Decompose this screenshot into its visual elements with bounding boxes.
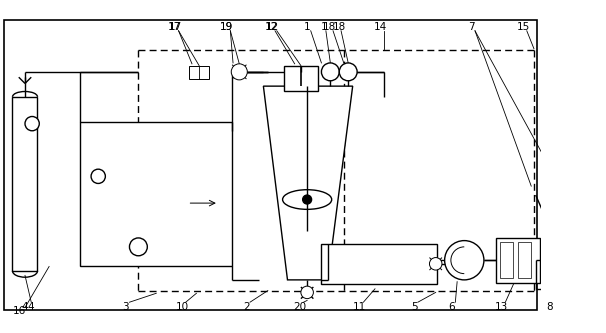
Bar bbox=[596, 211, 606, 249]
Bar bbox=[547, 208, 569, 244]
Text: 17: 17 bbox=[168, 22, 182, 32]
Text: 8: 8 bbox=[547, 302, 553, 312]
Bar bbox=[500, 242, 513, 278]
Text: 1: 1 bbox=[304, 22, 310, 32]
Circle shape bbox=[321, 63, 339, 81]
Text: 15: 15 bbox=[516, 22, 530, 32]
Circle shape bbox=[599, 265, 606, 272]
Bar bbox=[518, 242, 531, 278]
Bar bbox=[284, 66, 318, 91]
Text: 7: 7 bbox=[468, 22, 474, 32]
Circle shape bbox=[91, 169, 105, 183]
Bar bbox=[81, 122, 232, 266]
Text: 6: 6 bbox=[448, 302, 455, 312]
Circle shape bbox=[302, 195, 311, 204]
Circle shape bbox=[599, 252, 606, 259]
Bar bbox=[13, 97, 38, 271]
Circle shape bbox=[430, 257, 442, 270]
Text: 12: 12 bbox=[265, 22, 279, 32]
Text: 19: 19 bbox=[220, 22, 233, 32]
Circle shape bbox=[339, 63, 357, 81]
Polygon shape bbox=[264, 86, 353, 280]
Bar bbox=[592, 207, 606, 296]
Bar bbox=[569, 204, 587, 231]
Text: 18: 18 bbox=[323, 22, 336, 32]
Text: 4: 4 bbox=[22, 302, 28, 312]
Circle shape bbox=[25, 117, 39, 131]
Circle shape bbox=[599, 277, 606, 284]
Circle shape bbox=[130, 238, 147, 256]
Text: 19: 19 bbox=[220, 22, 233, 32]
Bar bbox=[496, 238, 540, 283]
Circle shape bbox=[550, 178, 566, 194]
Text: 1: 1 bbox=[321, 22, 327, 32]
Text: 16: 16 bbox=[13, 306, 26, 316]
Text: 5: 5 bbox=[411, 302, 418, 312]
Bar bbox=[189, 66, 209, 79]
Text: 14: 14 bbox=[374, 22, 387, 32]
Bar bbox=[321, 244, 438, 284]
Circle shape bbox=[301, 286, 313, 299]
Text: 2: 2 bbox=[243, 302, 250, 312]
Text: 3: 3 bbox=[122, 302, 129, 312]
Circle shape bbox=[231, 64, 247, 80]
Circle shape bbox=[547, 283, 569, 304]
Bar bbox=[553, 190, 564, 208]
Text: 11: 11 bbox=[353, 302, 367, 312]
Text: 20: 20 bbox=[293, 302, 307, 312]
Text: 10: 10 bbox=[176, 302, 188, 312]
Text: 12: 12 bbox=[265, 22, 278, 32]
Text: 13: 13 bbox=[495, 302, 508, 312]
Text: 4: 4 bbox=[28, 302, 35, 312]
Bar bbox=[542, 280, 574, 289]
Text: 18: 18 bbox=[333, 22, 346, 32]
Circle shape bbox=[445, 241, 484, 280]
Text: 17: 17 bbox=[167, 22, 181, 32]
